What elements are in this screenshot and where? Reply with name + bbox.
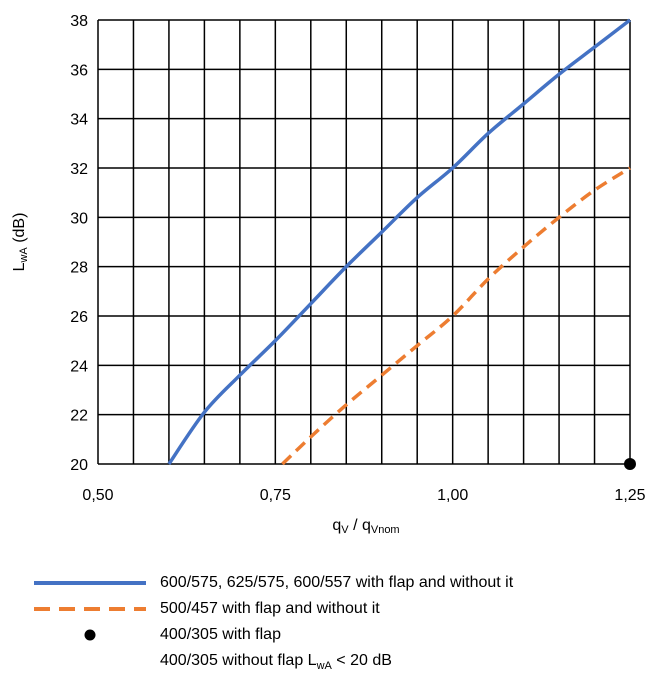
y-tick-label: 34 <box>70 112 88 129</box>
series-line-orange-dashed <box>281 166 631 466</box>
legend-swatch-dashed <box>34 607 146 611</box>
y-tick-label: 24 <box>70 358 88 375</box>
x-tick-label: 1,00 <box>437 487 468 504</box>
legend-swatch-point <box>84 629 96 641</box>
grid <box>97 19 631 465</box>
legend-swatch-solid <box>34 581 146 585</box>
legend-note-text: 400/305 without flap LwA < 20 dB <box>160 652 392 673</box>
y-tick-label: 38 <box>70 13 88 30</box>
y-tick-label: 32 <box>70 161 88 178</box>
legend: 600/575, 625/575, 600/557 with flap and … <box>30 570 650 674</box>
y-tick-label: 22 <box>70 408 88 425</box>
legend-label: 600/575, 625/575, 600/557 with flap and … <box>160 574 514 591</box>
legend-entry-blue: 600/575, 625/575, 600/557 with flap and … <box>30 570 650 596</box>
data-point <box>624 458 636 470</box>
x-tick-label: 0,50 <box>82 487 113 504</box>
legend-entry-orange: 500/457 with flap and without it <box>30 596 650 622</box>
chart: 20 22 24 26 28 30 32 34 36 38 0,50 0,75 1,00 1,25 qV … <box>11 13 646 536</box>
x-tick-label: 1,25 <box>614 487 645 504</box>
series-layer <box>167 18 636 470</box>
x-axis-label: qV / qVnom <box>332 517 399 536</box>
x-tick-label: 0,75 <box>260 487 291 504</box>
legend-label: 400/305 with flap <box>160 626 281 643</box>
y-axis-label: LwA (dB) <box>11 213 30 272</box>
tick-labels: 20 22 24 26 28 30 32 34 36 38 0,50 0,75 1,00 1,25 <box>70 13 645 504</box>
legend-label: 500/457 with flap and without it <box>160 600 380 617</box>
y-tick-label: 26 <box>70 309 88 326</box>
legend-entry-point: 400/305 with flap <box>30 622 650 648</box>
y-tick-label: 28 <box>70 260 88 277</box>
y-tick-label: 20 <box>70 457 88 474</box>
series-line-blue <box>167 18 632 465</box>
y-tick-label: 36 <box>70 62 88 79</box>
y-tick-label: 30 <box>70 210 88 227</box>
legend-note: 400/305 without flap LwA < 20 dB <box>30 648 650 674</box>
